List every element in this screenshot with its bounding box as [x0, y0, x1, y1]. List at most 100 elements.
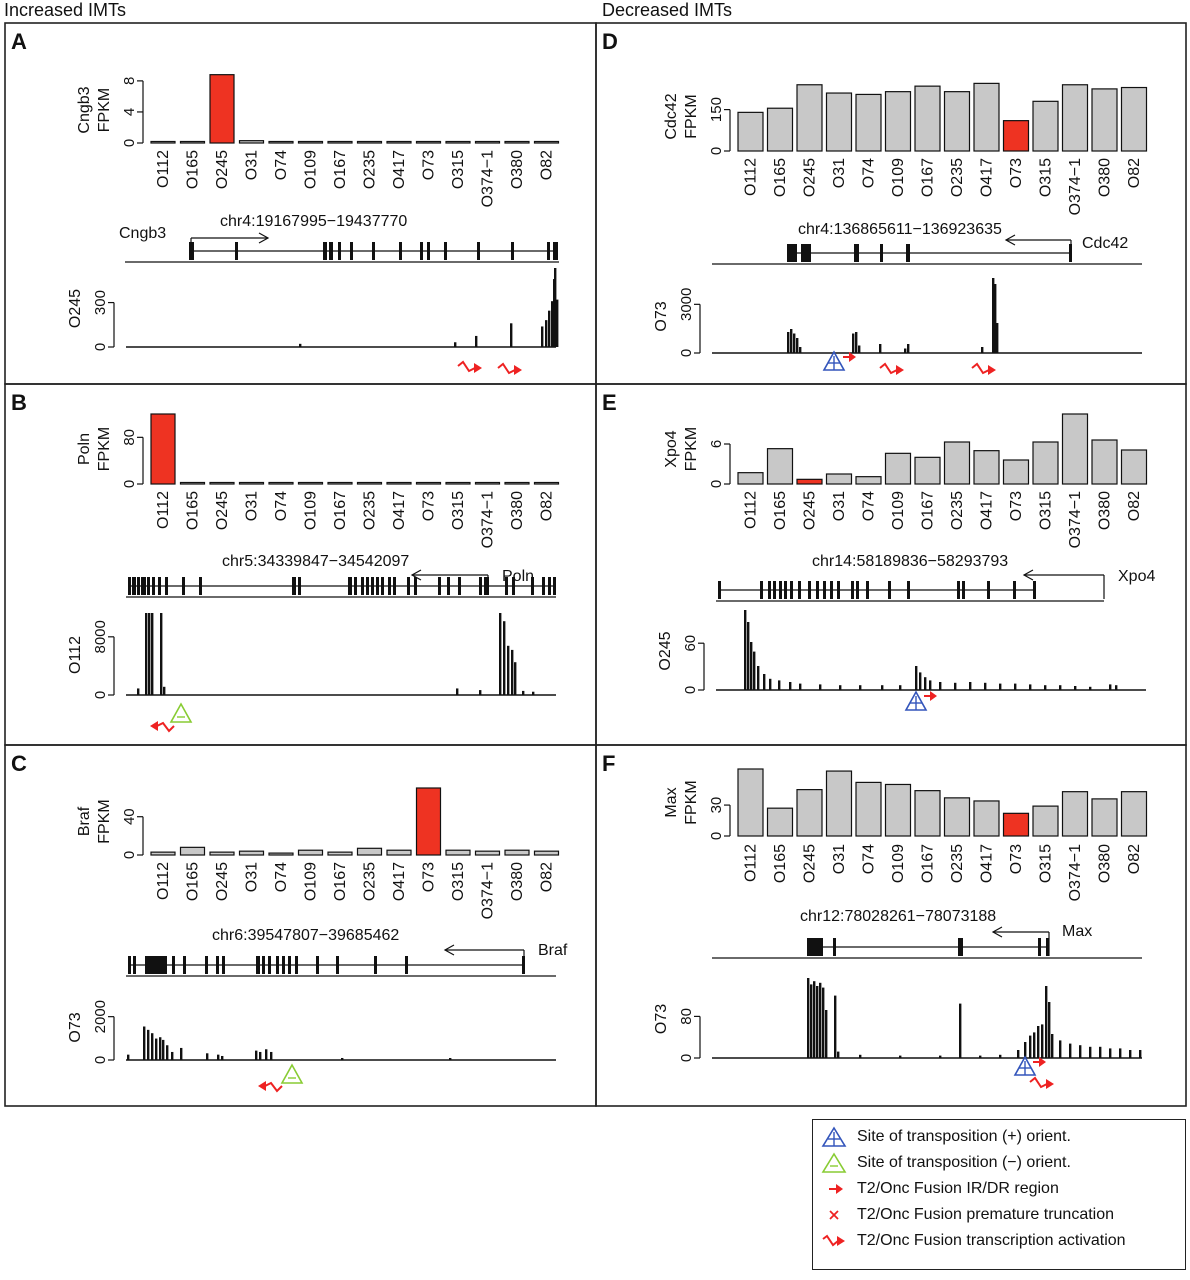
sample-label: O165 — [772, 491, 789, 530]
red-zigzag-arrow-icon — [497, 362, 522, 375]
exon — [145, 956, 167, 974]
coverage-peak — [160, 613, 163, 695]
exon — [773, 581, 776, 599]
sample-label: O315 — [450, 150, 467, 189]
bar-O82 — [533, 481, 560, 485]
minus-triangle-icon — [169, 702, 193, 723]
sample-label: O167 — [920, 844, 937, 883]
bar-O417 — [973, 450, 1000, 485]
sample-label: O112 — [155, 150, 172, 188]
sample-label: O73 — [1008, 844, 1025, 874]
exon — [288, 956, 291, 974]
coverage-peak — [750, 642, 753, 690]
y-axis-label-unit: FPKM — [683, 427, 700, 471]
bar-O235 — [943, 797, 971, 837]
coverage-peak — [449, 1057, 452, 1060]
plus-triangle-icon — [1013, 1055, 1037, 1076]
coverage-peak — [217, 1054, 220, 1060]
exon — [361, 577, 364, 595]
exon — [531, 577, 534, 595]
coverage-peak — [959, 1003, 962, 1058]
sample-label: O167 — [920, 158, 937, 197]
bar-O109 — [884, 783, 912, 837]
red-arrow-icon — [829, 1184, 843, 1194]
coverage-peak — [1029, 1035, 1032, 1058]
red-zigzag-arrow-icon — [258, 1081, 283, 1093]
sample-label: O235 — [362, 150, 379, 189]
y-axis-label-unit: FPKM — [96, 799, 113, 843]
panel-frame-D — [595, 22, 1187, 385]
bar-O417 — [973, 800, 1000, 837]
coverage-peak — [548, 310, 551, 347]
bar-O380 — [504, 481, 530, 485]
bar-O315 — [445, 140, 471, 144]
exon — [768, 581, 771, 599]
coverage-peak — [834, 995, 837, 1058]
exon — [542, 577, 545, 595]
sample-label: O82 — [539, 150, 556, 180]
coverage-peak — [855, 332, 858, 353]
coverage-peak — [454, 342, 457, 347]
exon — [172, 956, 175, 974]
exon — [851, 581, 854, 599]
bar-O82 — [533, 850, 560, 856]
coverage-peak — [1029, 684, 1032, 690]
coverage-peak — [787, 332, 790, 353]
sample-label: O235 — [362, 491, 379, 530]
coverage-peak — [881, 685, 884, 690]
coverage-peak — [858, 345, 861, 353]
exon — [183, 956, 186, 974]
sample-label: O245 — [214, 491, 231, 530]
coverage-peak — [994, 284, 997, 353]
coverage-peak — [1074, 686, 1077, 690]
exon — [962, 581, 965, 599]
y-tick-label: 30 — [708, 797, 725, 814]
exon — [393, 577, 396, 595]
bar-O380 — [1091, 798, 1118, 837]
exon — [854, 244, 859, 262]
bar-O112 — [150, 851, 176, 856]
sample-label: O112 — [743, 844, 760, 882]
arrowhead-icon — [991, 926, 1003, 938]
bar-O235 — [356, 140, 383, 144]
sample-label: O112 — [155, 862, 172, 900]
exon — [1046, 938, 1049, 956]
coverage-peak — [1079, 1045, 1082, 1058]
legend-item-minus: Site of transposition (−) orient. — [821, 1152, 1071, 1174]
exon — [216, 956, 219, 974]
coverage-peak — [514, 662, 517, 695]
exon — [444, 242, 447, 260]
coverage-peak — [221, 1055, 224, 1060]
sample-label: O315 — [1038, 158, 1055, 197]
sample-label: O165 — [772, 844, 789, 883]
bar-O73 — [1002, 120, 1030, 152]
sample-label: O165 — [185, 491, 202, 530]
plus-triangle-icon — [904, 690, 928, 711]
bar-O374−1 — [1061, 413, 1089, 485]
bar-O165 — [179, 481, 206, 485]
coverage-peak — [143, 1026, 146, 1060]
red-zigzag-arrow-icon — [1029, 1076, 1054, 1089]
exon — [477, 242, 480, 260]
locus-label: chr5:34339847−34542097 — [222, 553, 409, 570]
bar-O417 — [386, 849, 412, 856]
coverage-peak — [1024, 1042, 1027, 1058]
coverage-peak — [551, 301, 554, 347]
bar-O417 — [386, 481, 412, 485]
coverage-peak — [155, 1038, 158, 1060]
coverage-peak — [510, 323, 513, 347]
sample-label: O109 — [303, 862, 320, 901]
coverage-peak — [793, 333, 796, 353]
exon — [880, 244, 883, 262]
header-increased: Increased IMTs — [4, 0, 127, 20]
exon — [511, 242, 514, 260]
coverage-peak — [456, 688, 459, 695]
red-zigzag-arrow-icon — [822, 1234, 845, 1247]
bar-O315 — [445, 849, 471, 856]
y-tick-label: 0 — [708, 832, 725, 840]
track-y-tick-label: 60 — [682, 635, 699, 652]
y-tick-label: 40 — [121, 808, 138, 825]
gene-name: Xpo4 — [1118, 568, 1155, 585]
